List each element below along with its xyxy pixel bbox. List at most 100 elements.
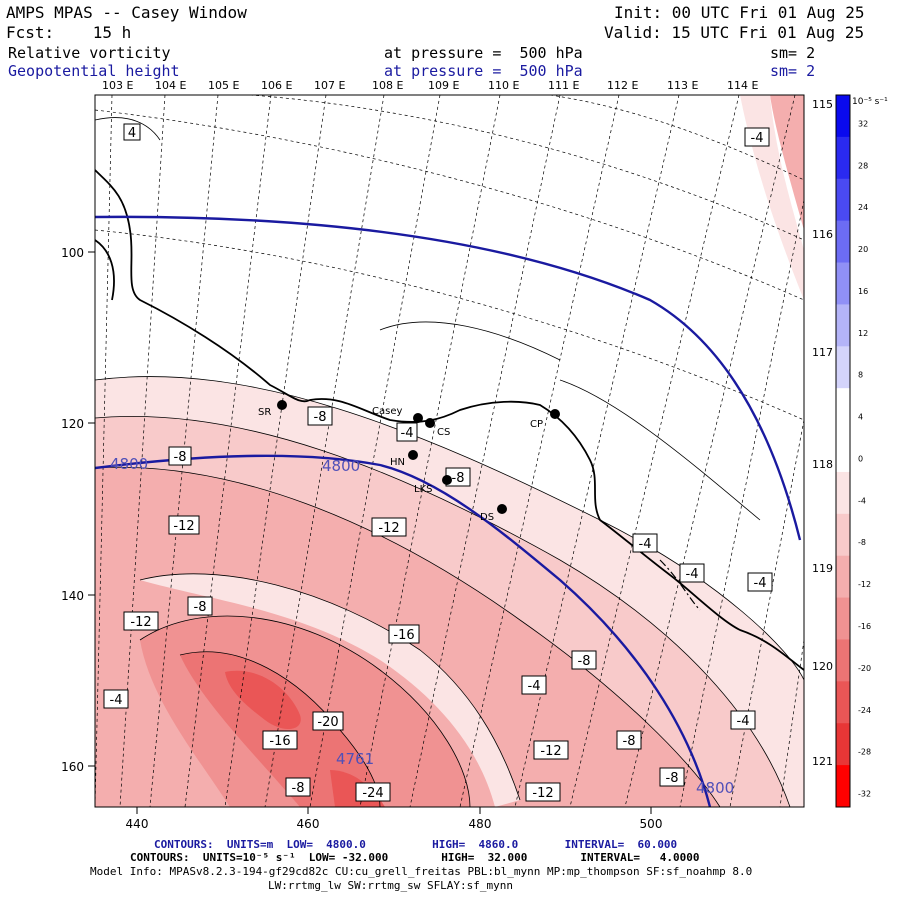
vorticity-shade-ne	[770, 95, 804, 230]
station-group: SR Casey CS HN LKS DS CP	[258, 400, 560, 523]
colorbar-swatch	[836, 178, 850, 222]
contour-label: -16	[393, 628, 414, 643]
contour-label: -8	[578, 654, 591, 669]
contour-label: -4	[751, 131, 764, 146]
lon-label: 103 E	[102, 79, 133, 92]
lon-label: 113 E	[667, 79, 698, 92]
station-label: SR	[258, 407, 271, 418]
y-axis: 100 120 140 160	[61, 246, 95, 774]
colorbar-tick-label: -20	[858, 664, 871, 673]
vorticity-contour-info: CONTOURS: UNITS=10⁻⁵ s⁻¹ LOW= -32.000 HI…	[130, 851, 700, 864]
colorbar-swatch	[836, 220, 850, 264]
colorbar-swatch	[836, 95, 850, 138]
colorbar-swatch	[836, 388, 850, 431]
contour-label: -4	[754, 576, 767, 591]
station-label: CS	[437, 427, 450, 438]
model-info: Model Info: MPASv8.2.3-194-gf29cd82c CU:…	[90, 865, 753, 878]
station-marker[interactable]	[408, 450, 418, 460]
colorbar-tick-label: -16	[858, 622, 871, 631]
colorbar-unit: 10⁻⁵ s⁻¹	[852, 97, 888, 107]
vorticity-light-band	[140, 573, 520, 807]
height-label: 4800	[696, 779, 734, 797]
ice-edge	[659, 559, 701, 611]
contour-label: -4	[110, 693, 123, 708]
vorticity-shade-20	[180, 651, 380, 807]
contour-label: -8	[623, 734, 636, 749]
lon-label: 111 E	[548, 79, 579, 92]
lon-label: 114 E	[727, 79, 758, 92]
lon-label: 104 E	[155, 79, 186, 92]
contour-label: -12	[540, 744, 561, 759]
lon-label: 105 E	[208, 79, 239, 92]
colorbar-swatch	[836, 555, 850, 599]
init-time: Init: 00 UTC Fri 01 Aug 25	[614, 3, 865, 22]
contour-label: 4	[128, 126, 136, 141]
contour-label: -12	[130, 615, 151, 630]
lon-label: 110 E	[488, 79, 519, 92]
model-info-physics: LW:rrtmg_lw SW:rrtmg_sw SFLAY:sf_mynn	[268, 879, 514, 892]
colorbar-tick-label: 0	[858, 454, 863, 463]
station-marker[interactable]	[277, 400, 287, 410]
colorbar-tick-label: -28	[858, 748, 871, 757]
contour-label: -20	[317, 715, 338, 730]
colorbar-tick-label: -32	[858, 790, 871, 799]
top-longitude-labels: 103 E 104 E 105 E 106 E 107 E 108 E 109 …	[102, 79, 758, 92]
field2-smoothing: sm= 2	[770, 62, 816, 80]
contour-label: -8	[174, 450, 187, 465]
forecast-hour: Fcst: 15 h	[6, 23, 132, 42]
colorbar-swatch	[836, 639, 850, 682]
colorbar-swatch	[836, 430, 850, 473]
colorbar-swatch	[836, 136, 850, 180]
lon-label: 107 E	[314, 79, 345, 92]
colorbar-swatch	[836, 304, 850, 347]
station-marker[interactable]	[425, 418, 435, 428]
y-tick-label: 140	[61, 589, 84, 603]
station-marker[interactable]	[497, 504, 507, 514]
colorbar-tick-label: -4	[858, 496, 866, 505]
colorbar-swatch	[836, 723, 850, 766]
colorbar-swatch	[836, 262, 850, 305]
colorbar-tick-label: -24	[858, 706, 871, 715]
station-marker[interactable]	[550, 409, 560, 419]
model-title: AMPS MPAS -- Casey Window	[6, 3, 247, 22]
height-label: 4761	[336, 750, 374, 768]
field1-level: at pressure = 500 hPa	[384, 44, 583, 62]
colorbar-swatch	[836, 346, 850, 389]
height-contour-info: CONTOURS: UNITS=m LOW= 4800.0 HIGH= 4860…	[154, 838, 678, 851]
coastline-west	[95, 239, 115, 301]
contour-label: -4	[686, 567, 699, 582]
contour-label: -12	[532, 786, 553, 801]
colorbar-swatch	[836, 513, 850, 557]
colorbar-tick-label: 12	[858, 329, 868, 338]
station-marker[interactable]	[413, 413, 423, 423]
height-label: 4800	[322, 457, 360, 475]
contour-label: -12	[378, 521, 399, 536]
station-label: Casey	[372, 406, 402, 417]
contour-label: -12	[173, 519, 194, 534]
map-area: 4 -4 -8 -12 -16 -20 -24 -8 -12 -8 -4 -4 …	[95, 95, 804, 807]
contour-label: -8	[314, 410, 327, 425]
colorbar-swatch	[836, 597, 850, 640]
contour-label: -24	[362, 786, 383, 801]
lon-label: 109 E	[428, 79, 459, 92]
colorbar: 32 28 24 20 16 12 8 4 0 -4 -8 -12 -16 -20 -24 -28 -32	[835, 94, 871, 808]
colorbar-swatch	[836, 471, 850, 515]
valid-time: Valid: 15 UTC Fri 01 Aug 25	[604, 23, 865, 42]
field1-smoothing: sm= 2	[770, 44, 816, 62]
colorbar-tick-label: -8	[858, 538, 866, 547]
y-tick-label: 120	[61, 417, 84, 431]
colorbar-tick-label: 24	[858, 203, 868, 212]
station-label: CP	[530, 419, 543, 430]
lon-label: 106 E	[261, 79, 292, 92]
x-tick-label: 460	[297, 817, 320, 831]
colorbar-tick-label: 8	[858, 371, 863, 380]
station-marker[interactable]	[442, 475, 452, 485]
x-tick-label: 480	[469, 817, 492, 831]
colorbar-frame	[835, 94, 851, 808]
contour-label: -8	[194, 600, 207, 615]
lon-label: 108 E	[372, 79, 403, 92]
colorbar-swatch	[836, 681, 850, 724]
colorbar-tick-label: 4	[858, 413, 863, 422]
x-tick-label: 440	[126, 817, 149, 831]
colorbar-tick-label: 32	[858, 119, 868, 128]
